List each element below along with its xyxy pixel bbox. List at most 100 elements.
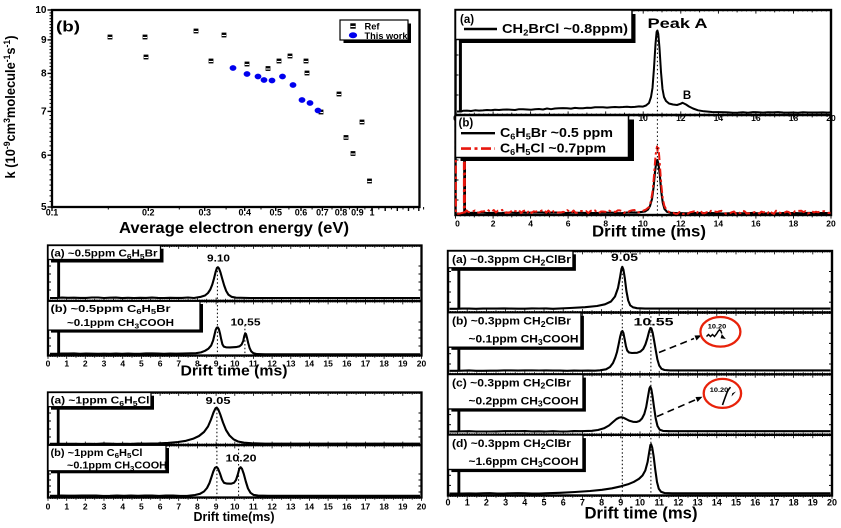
svg-text:14: 14 xyxy=(305,501,315,511)
svg-text:(a) ~0.5ppm C6​H5​Br: (a) ~0.5ppm C6​H5​Br xyxy=(51,248,158,261)
svg-text:10: 10 xyxy=(635,498,645,508)
svg-text:0.2: 0.2 xyxy=(142,208,155,218)
svg-text:Drift time(ms): Drift time(ms) xyxy=(194,509,275,524)
svg-text:18: 18 xyxy=(789,498,799,508)
svg-text:8: 8 xyxy=(41,69,47,80)
svg-text:(a) ~0.3ppm CH2​ClBr: (a) ~0.3ppm CH2​ClBr xyxy=(452,254,572,267)
svg-text:(b): (b) xyxy=(459,118,474,130)
svg-text:C6H5Cl ~0.7ppm: C6H5Cl ~0.7ppm xyxy=(500,142,606,158)
svg-text:0.7: 0.7 xyxy=(316,208,329,218)
svg-text:3: 3 xyxy=(102,501,107,511)
svg-text:1: 1 xyxy=(369,208,374,218)
svg-text:12: 12 xyxy=(267,501,277,511)
svg-text:16: 16 xyxy=(751,219,761,229)
svg-text:3: 3 xyxy=(102,358,107,368)
svg-text:20: 20 xyxy=(417,358,427,368)
svg-text:4: 4 xyxy=(528,219,533,229)
svg-text:20: 20 xyxy=(417,501,427,511)
svg-text:12: 12 xyxy=(267,358,277,368)
svg-text:2: 2 xyxy=(484,498,489,508)
svg-text:9: 9 xyxy=(618,498,623,508)
svg-text:~0.1ppm CH3​COOH: ~0.1ppm CH3​COOH xyxy=(67,317,174,330)
svg-text:8: 8 xyxy=(599,498,604,508)
svg-text:19: 19 xyxy=(398,501,408,511)
svg-text:B: B xyxy=(683,90,691,102)
svg-text:(b) ~0.3ppm CH2​ClBr: (b) ~0.3ppm CH2​ClBr xyxy=(452,316,572,329)
svg-text:(b): (b) xyxy=(56,20,80,36)
svg-text:10: 10 xyxy=(230,358,240,368)
svg-text:Ref: Ref xyxy=(365,22,381,33)
svg-text:0: 0 xyxy=(455,219,460,229)
svg-text:13: 13 xyxy=(286,358,296,368)
svg-text:~1.6ppm CH3​COOH: ~1.6ppm CH3​COOH xyxy=(469,456,579,469)
svg-text:4: 4 xyxy=(522,498,527,508)
svg-text:(b) ~0.5ppm C6​H5​Br: (b) ~0.5ppm C6​H5​Br xyxy=(51,303,171,316)
svg-text:4: 4 xyxy=(120,501,125,511)
svg-text:7: 7 xyxy=(580,498,585,508)
svg-text:Drift time (ms): Drift time (ms) xyxy=(181,364,288,380)
svg-text:~0.2ppm CH3​COOH: ~0.2ppm CH3​COOH xyxy=(469,395,579,408)
svg-text:12: 12 xyxy=(673,498,683,508)
svg-text:10.55: 10.55 xyxy=(634,317,674,329)
svg-text:12: 12 xyxy=(676,113,686,123)
svg-text:11: 11 xyxy=(249,501,258,511)
svg-text:10.20: 10.20 xyxy=(226,454,258,465)
svg-text:Drift time (ms): Drift time (ms) xyxy=(592,224,706,241)
svg-text:1: 1 xyxy=(64,501,69,511)
svg-text:10.20: 10.20 xyxy=(708,323,727,330)
svg-text:14: 14 xyxy=(714,219,724,229)
svg-text:0: 0 xyxy=(46,358,51,368)
svg-text:(d) ~0.3ppm CH2​ClBr: (d) ~0.3ppm CH2​ClBr xyxy=(452,438,572,451)
svg-text:~0.1ppm CH3​COOH: ~0.1ppm CH3​COOH xyxy=(469,334,579,347)
svg-text:13: 13 xyxy=(286,501,296,511)
svg-text:(b) ~1ppm C6​H5​Cl: (b) ~1ppm C6​H5​Cl xyxy=(51,447,143,460)
svg-text:10: 10 xyxy=(230,501,240,511)
svg-text:2: 2 xyxy=(83,358,88,368)
svg-text:0.6: 0.6 xyxy=(295,208,308,218)
svg-text:1: 1 xyxy=(64,358,69,368)
svg-text:12: 12 xyxy=(676,219,686,229)
svg-text:9.05: 9.05 xyxy=(611,252,638,264)
svg-text:9: 9 xyxy=(41,35,47,46)
svg-text:0: 0 xyxy=(46,501,51,511)
svg-text:6: 6 xyxy=(158,358,163,368)
svg-text:6: 6 xyxy=(561,498,566,508)
svg-text:5: 5 xyxy=(139,501,144,511)
svg-text:8: 8 xyxy=(603,219,608,229)
svg-text:(c) ~0.3ppm CH2​ClBr: (c) ~0.3ppm CH2​ClBr xyxy=(452,377,572,390)
svg-text:19: 19 xyxy=(398,358,408,368)
svg-text:0.9: 0.9 xyxy=(351,208,364,218)
svg-text:7: 7 xyxy=(176,501,181,511)
svg-text:16: 16 xyxy=(750,498,760,508)
svg-text:16: 16 xyxy=(342,358,352,368)
svg-text:Average electron energy (eV): Average electron energy (eV) xyxy=(119,220,349,237)
svg-text:Peak A: Peak A xyxy=(648,16,708,31)
svg-text:11: 11 xyxy=(654,498,664,508)
svg-text:5: 5 xyxy=(41,202,47,213)
svg-text:10.55: 10.55 xyxy=(231,316,261,328)
svg-text:C6H5Br ~0.5 ppm: C6H5Br ~0.5 ppm xyxy=(500,126,613,142)
svg-text:0.5: 0.5 xyxy=(269,208,282,218)
svg-text:18: 18 xyxy=(379,358,389,368)
svg-text:7: 7 xyxy=(41,107,47,118)
svg-text:(a): (a) xyxy=(460,14,474,26)
svg-text:This work: This work xyxy=(365,31,409,42)
svg-text:~0.1ppm CH3​COOH: ~0.1ppm CH3​COOH xyxy=(67,460,167,473)
svg-text:20: 20 xyxy=(826,219,836,229)
svg-text:5: 5 xyxy=(139,358,144,368)
svg-text:17: 17 xyxy=(361,501,371,511)
svg-text:17: 17 xyxy=(769,498,779,508)
svg-text:16: 16 xyxy=(342,501,352,511)
svg-text:0.4: 0.4 xyxy=(238,208,251,218)
svg-text:0.3: 0.3 xyxy=(198,208,211,218)
svg-text:14: 14 xyxy=(712,498,722,508)
svg-text:6: 6 xyxy=(566,219,571,229)
svg-text:Drift time (ms): Drift time (ms) xyxy=(585,505,698,523)
svg-text:20: 20 xyxy=(827,498,837,508)
svg-text:13: 13 xyxy=(693,498,703,508)
svg-text:9.10: 9.10 xyxy=(207,252,230,264)
svg-text:6: 6 xyxy=(41,150,47,161)
svg-text:6: 6 xyxy=(158,501,163,511)
svg-text:5: 5 xyxy=(541,498,546,508)
